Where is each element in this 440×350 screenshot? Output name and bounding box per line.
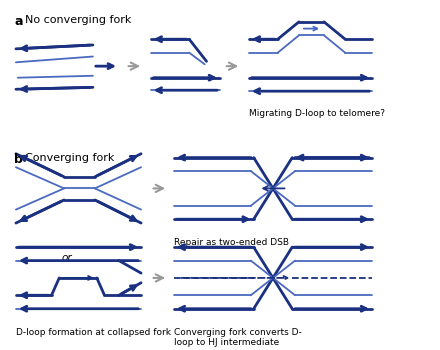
Text: No converging fork: No converging fork (25, 15, 131, 25)
Text: Migrating D-loop to telomere?: Migrating D-loop to telomere? (249, 110, 385, 118)
Text: b: b (14, 153, 23, 166)
Text: Converging fork converts D-
loop to HJ intermediate: Converging fork converts D- loop to HJ i… (174, 328, 301, 348)
Text: Repair as two-ended DSB: Repair as two-ended DSB (174, 238, 289, 247)
Text: or: or (61, 253, 72, 263)
Text: a: a (14, 15, 22, 28)
Text: D-loop formation at collapsed fork: D-loop formation at collapsed fork (16, 328, 171, 337)
Text: Converging fork: Converging fork (25, 153, 114, 163)
